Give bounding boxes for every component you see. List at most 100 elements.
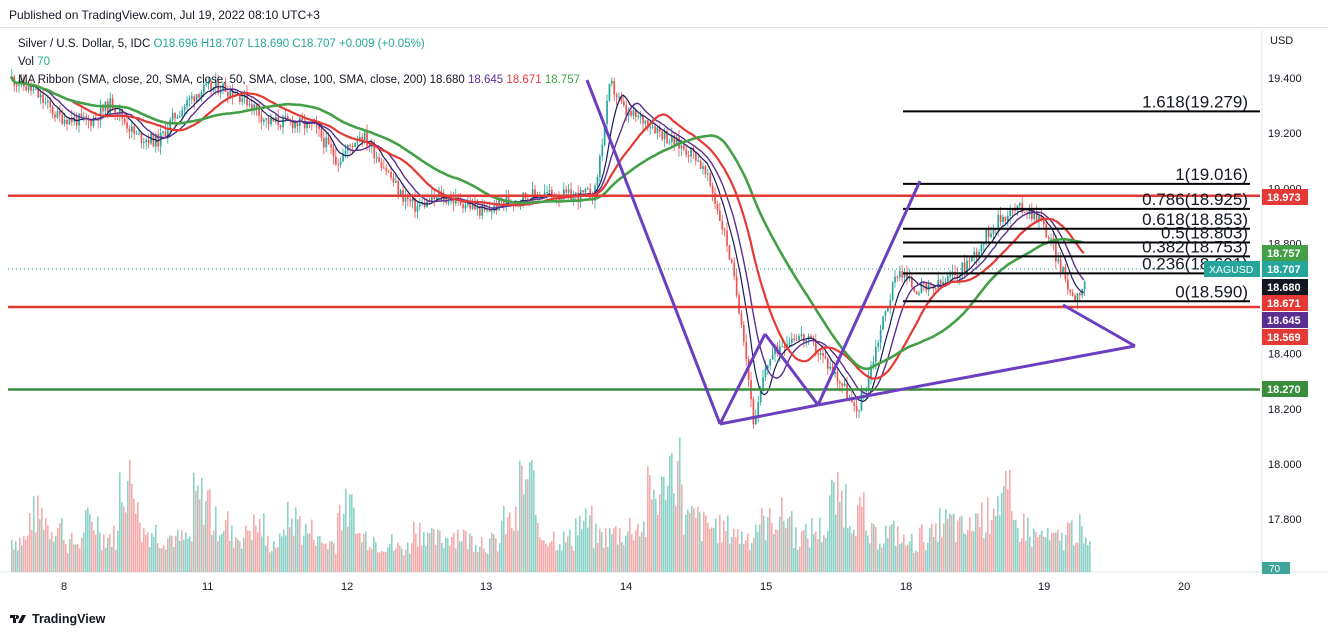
candle-body — [757, 401, 760, 416]
volume-bar — [663, 476, 665, 572]
volume-bar — [1069, 523, 1071, 572]
volume-bar — [295, 507, 297, 572]
volume-bar — [11, 540, 13, 572]
volume-bar — [571, 546, 573, 572]
volume-bar — [547, 546, 549, 572]
ma100-line — [10, 75, 1085, 380]
candle-body — [1007, 215, 1009, 222]
volume-bar — [393, 550, 395, 572]
candle-body — [462, 204, 464, 209]
volume-bar — [827, 530, 829, 572]
volume-bar — [365, 531, 367, 572]
candle-body — [697, 160, 700, 162]
volume-bar — [1047, 528, 1049, 572]
ribbon-label[interactable]: MA Ribbon (SMA, close, 20, SMA, close, 5… — [18, 74, 427, 86]
volume-bar — [635, 530, 637, 572]
volume-bar — [1089, 541, 1091, 572]
volume-bar — [303, 535, 305, 572]
volume-bar — [859, 496, 861, 572]
volume-bar — [439, 530, 441, 572]
candle-body — [1055, 243, 1057, 262]
volume-bar — [937, 541, 939, 572]
candle-body — [457, 195, 460, 199]
volume-bar — [745, 540, 747, 572]
volume-bar — [507, 517, 509, 572]
volume-bar — [259, 518, 261, 572]
candle-body — [479, 205, 481, 216]
candle-body — [647, 120, 649, 128]
volume-bar — [833, 482, 835, 572]
fib-level-label: 0(18.590) — [1175, 282, 1248, 301]
volume-bar — [277, 547, 279, 572]
volume-bar — [963, 533, 965, 572]
volume-bar — [649, 475, 651, 572]
candle-body — [887, 307, 889, 312]
volume-bar — [689, 512, 691, 572]
volume-bar — [869, 543, 871, 572]
candle-body — [961, 262, 964, 277]
volume-bar — [203, 524, 205, 572]
volume-bar — [403, 555, 405, 572]
volume-bar — [1087, 545, 1089, 572]
candle-body — [529, 199, 532, 203]
candle-body — [709, 173, 712, 186]
candle-body — [968, 260, 971, 262]
volume-bar — [29, 512, 31, 572]
candle-body — [767, 365, 769, 369]
candle-body — [815, 341, 817, 354]
volume-bar — [47, 525, 49, 572]
volume-bar — [697, 506, 699, 572]
candle-body — [987, 229, 990, 237]
candle-body — [999, 214, 1002, 223]
candle-body — [195, 94, 198, 102]
volume-bar — [881, 547, 883, 572]
volume-bar — [567, 536, 569, 572]
candle-body — [486, 209, 488, 211]
volume-bar — [511, 527, 513, 572]
candle-body — [491, 211, 493, 213]
volume-bar — [843, 527, 845, 572]
volume-bar — [771, 522, 773, 572]
volume-bar — [1075, 542, 1077, 572]
volume-bar — [983, 537, 985, 572]
volume-bar — [627, 531, 629, 572]
volume-bar — [683, 534, 685, 572]
candle-body — [114, 108, 116, 113]
candle-body — [183, 106, 186, 111]
candle-body — [822, 353, 824, 357]
volume-bar — [445, 537, 447, 572]
volume-bar — [283, 529, 285, 572]
volume-bar — [717, 543, 719, 572]
candle-body — [349, 145, 352, 147]
volume-bar — [625, 535, 627, 572]
volume-bar — [907, 544, 909, 572]
candle-body — [83, 116, 85, 118]
candle-body — [255, 104, 258, 109]
candle-body — [539, 197, 541, 200]
price-chart[interactable]: USD19.40019.20019.00018.80018.40018.2001… — [0, 28, 1328, 606]
volume-bar — [877, 549, 879, 572]
volume-bar — [1083, 543, 1085, 572]
tradingview-logo[interactable]: TradingView — [10, 612, 105, 626]
volume-bar — [545, 543, 547, 572]
volume-bar — [809, 547, 811, 572]
volume-bar — [405, 549, 407, 572]
volume-bar — [375, 542, 377, 572]
symbol-label[interactable]: Silver / U.S. Dollar, 5, IDC — [18, 38, 151, 50]
candle-body — [920, 282, 923, 294]
candle-body — [1069, 289, 1072, 293]
candle-body — [147, 139, 150, 144]
candle-body — [282, 116, 284, 128]
candle-body — [1076, 293, 1079, 302]
volume-bar — [493, 534, 495, 572]
candle-body — [990, 233, 992, 237]
candle-body — [131, 126, 133, 132]
volume-bar — [119, 472, 121, 572]
fib-level-label: 0.5(18.803) — [1161, 224, 1248, 243]
volume-label[interactable]: Vol — [18, 56, 34, 68]
candle-body — [901, 270, 904, 278]
candle-body — [87, 119, 90, 121]
volume-bar — [1031, 546, 1033, 572]
volume-bar — [195, 490, 197, 572]
candle-body — [25, 86, 28, 91]
